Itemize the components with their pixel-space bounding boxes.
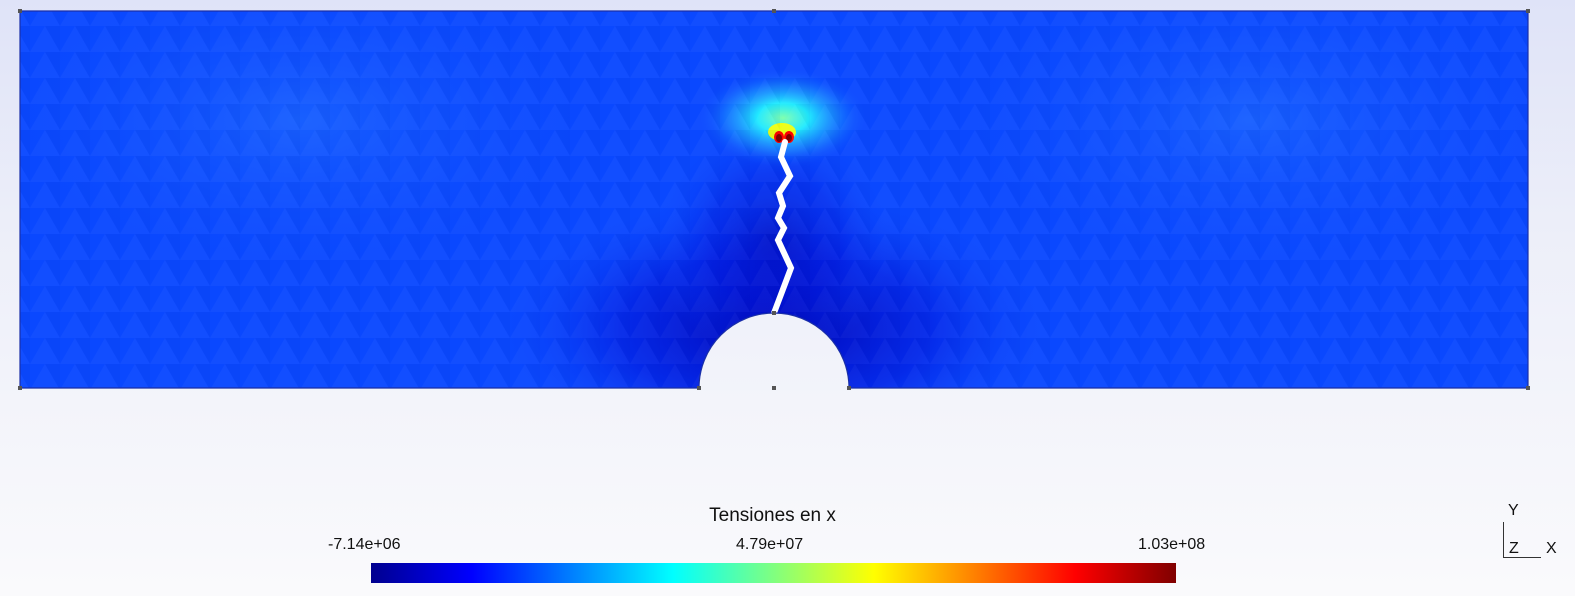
legend-colorbar xyxy=(371,563,1176,583)
plate-outline xyxy=(19,10,1529,389)
node-marker-arc-top xyxy=(772,311,776,315)
legend-max-label: 1.03e+08 xyxy=(1138,536,1206,553)
axis-z-label: Z xyxy=(1509,540,1519,557)
legend-title: Tensiones en x xyxy=(709,505,836,526)
node-marker-bottom-right xyxy=(1526,386,1530,390)
node-marker-bottom-left xyxy=(18,386,22,390)
node-marker-top-center xyxy=(772,9,776,13)
axis-y-line xyxy=(1503,522,1504,558)
node-marker-top-left xyxy=(18,9,22,13)
axis-y-label: Y xyxy=(1508,502,1519,519)
legend-mid-label: 4.79e+07 xyxy=(736,536,804,553)
crack-path xyxy=(771,139,795,316)
mesh-overlay xyxy=(20,11,1528,388)
legend-min-label: -7.14e+06 xyxy=(328,536,401,553)
node-marker-arc-left xyxy=(697,386,701,390)
axis-x-label: X xyxy=(1546,540,1557,557)
node-marker-top-right xyxy=(1526,9,1530,13)
node-marker-arc-right xyxy=(847,386,851,390)
stress-field-plate xyxy=(20,11,1528,388)
axis-x-line xyxy=(1503,557,1541,558)
node-marker-arc-center xyxy=(772,386,776,390)
